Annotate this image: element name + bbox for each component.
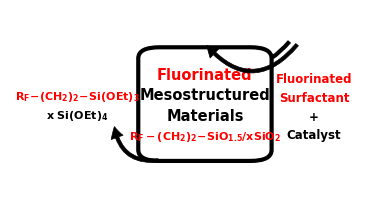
FancyBboxPatch shape	[138, 48, 272, 161]
FancyArrowPatch shape	[207, 44, 298, 74]
Text: Catalyst: Catalyst	[287, 128, 341, 141]
Text: Fluorinated: Fluorinated	[276, 73, 352, 86]
Text: $\mathbf{x\ Si(OEt)_4}$: $\mathbf{x\ Si(OEt)_4}$	[47, 109, 109, 123]
FancyArrowPatch shape	[111, 127, 158, 163]
Text: +: +	[309, 111, 319, 124]
Text: Mesostructured: Mesostructured	[140, 88, 270, 103]
Text: $\mathbf{R_F\!-\!(CH_2)_2\!-\!Si(OEt)_3}$: $\mathbf{R_F\!-\!(CH_2)_2\!-\!Si(OEt)_3}…	[15, 90, 140, 104]
Text: Materials: Materials	[166, 108, 244, 123]
Text: $\mathbf{R_F-(CH_2)_2\!-\!SiO_{1.5}/xSiO_2}$: $\mathbf{R_F-(CH_2)_2\!-\!SiO_{1.5}/xSiO…	[129, 129, 281, 143]
FancyArrowPatch shape	[203, 41, 291, 70]
Text: Surfactant: Surfactant	[279, 92, 349, 105]
Text: Fluorinated: Fluorinated	[157, 67, 253, 82]
